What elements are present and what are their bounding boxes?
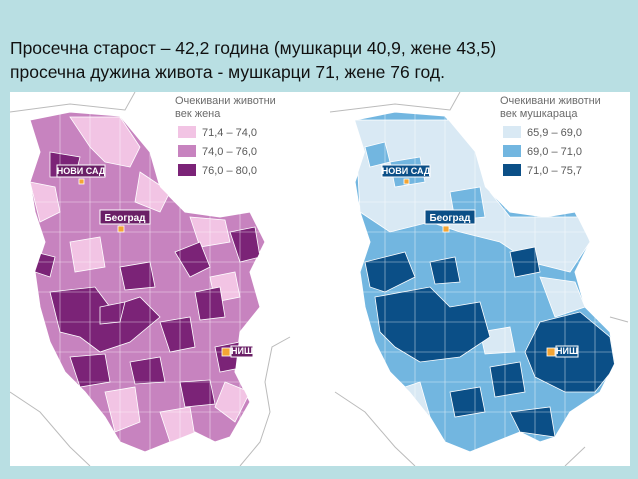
city-label: НИШ — [231, 346, 253, 356]
maps-panel: Очекивани животни век жена 71,4 – 74,0 7… — [9, 91, 630, 467]
city-marker — [403, 178, 410, 185]
city-novi-sad: НОВИ САД — [381, 164, 431, 185]
legend-title-line2: век мушкараца — [500, 108, 578, 120]
city-beograd: Београд — [424, 209, 476, 233]
region-dark — [129, 356, 166, 385]
maps-svg: Очекивани животни век жена 71,4 – 74,0 7… — [9, 91, 629, 467]
city-marker — [221, 347, 231, 357]
border-lines — [9, 91, 291, 467]
legend-range: 71,0 – 75,7 — [527, 165, 582, 177]
legend-range: 69,0 – 71,0 — [527, 146, 582, 158]
region-dark — [179, 379, 216, 408]
border-lines — [329, 91, 629, 467]
region-mid — [364, 141, 391, 168]
map-men: Очекивани животни век мушкараца 65,9 – 6… — [329, 91, 629, 467]
city-label: НОВИ САД — [57, 166, 106, 176]
title-line-2: просечна дужина живота - мушкарци 71, же… — [10, 62, 445, 82]
legend-range: 71,4 – 74,0 — [202, 127, 257, 139]
legend-swatch — [503, 164, 521, 176]
region-dark — [509, 406, 556, 438]
city-marker — [546, 347, 556, 357]
region-light — [104, 386, 141, 433]
region-dark — [119, 261, 156, 291]
region-light — [69, 236, 106, 273]
legend-men: Очекивани животни век мушкараца 65,9 – 6… — [500, 95, 601, 177]
legend-swatch — [178, 145, 196, 157]
city-label: НОВИ САД — [382, 166, 431, 176]
legend-title-line1: Очекивани животни — [500, 95, 601, 107]
legend-range: 65,9 – 69,0 — [527, 127, 582, 139]
title-line-1: Просечна старост – 42,2 година (мушкарци… — [10, 38, 497, 58]
city-nis: НИШ — [546, 345, 579, 358]
city-novi-sad: НОВИ САД — [56, 164, 106, 185]
city-marker — [442, 225, 450, 233]
city-marker — [117, 225, 125, 233]
legend-range: 74,0 – 76,0 — [202, 146, 257, 158]
legend-range: 76,0 – 80,0 — [202, 165, 257, 177]
city-label: НИШ — [556, 346, 578, 356]
legend-title-line1: Очекивани животни — [175, 95, 276, 107]
legend-women: Очекивани животни век жена 71,4 – 74,0 7… — [175, 95, 276, 177]
region-dark — [489, 361, 526, 398]
legend-swatch — [178, 164, 196, 176]
city-label: Београд — [104, 213, 146, 224]
legend-swatch — [503, 145, 521, 157]
region-light — [539, 276, 586, 318]
city-label: Београд — [429, 213, 471, 224]
city-beograd: Београд — [99, 209, 151, 233]
slide-title: Просечна старост – 42,2 година (мушкарци… — [10, 36, 630, 84]
city-marker — [78, 178, 85, 185]
map-women: Очекивани животни век жена 71,4 – 74,0 7… — [9, 91, 291, 467]
legend-title-line2: век жена — [175, 108, 221, 120]
city-nis: НИШ — [221, 345, 254, 358]
legend-swatch — [503, 126, 521, 138]
legend-swatch — [178, 126, 196, 138]
region-dark — [449, 386, 486, 418]
